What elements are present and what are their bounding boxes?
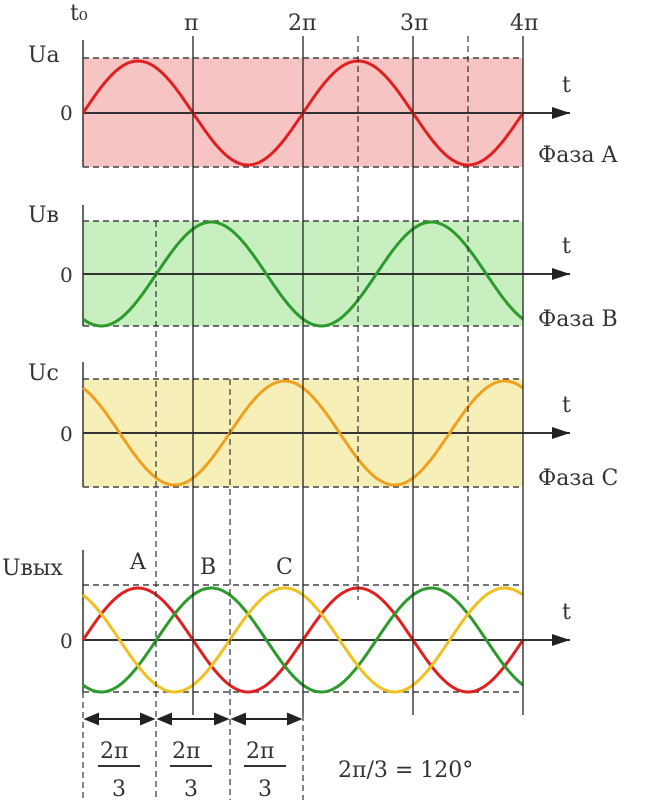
peak-label-a: A xyxy=(129,550,147,575)
angle-equation: 2π/3 = 120° xyxy=(338,758,473,783)
combined-zero-label: 0 xyxy=(60,629,73,653)
dashed-gridlines xyxy=(82,36,469,800)
vertical-gridlines xyxy=(192,36,524,715)
phase-a-name: Фаза A xyxy=(538,143,618,168)
fraction-2: 2π 3 xyxy=(170,739,212,802)
phase-c-y-label: Uc xyxy=(28,361,59,386)
phase-b-axis-arrow xyxy=(552,268,570,280)
two-pi-label: 2π xyxy=(288,11,316,36)
phase-c-axis-arrow xyxy=(552,427,570,439)
fraction-3: 2π 3 xyxy=(244,739,286,802)
peak-label-c: C xyxy=(276,555,293,580)
panel-combined-output: Uвых 0 t A B C xyxy=(2,550,571,694)
panel-phase-b: Uв 0 t Фаза B xyxy=(28,203,618,332)
panel-phase-c: Uc 0 t Фаза C xyxy=(28,361,618,491)
phase-c-t-label: t xyxy=(562,393,571,418)
phase-a-y-label: Ua xyxy=(28,43,60,68)
phase-a-t-label: t xyxy=(562,73,571,98)
t0-label: t₀ xyxy=(70,1,88,26)
fraction-1-num: 2π xyxy=(100,739,128,764)
phase-a-axis-arrow xyxy=(552,107,570,119)
four-pi-label: 4π xyxy=(510,11,538,36)
combined-t-label: t xyxy=(562,600,571,625)
phase-b-t-label: t xyxy=(562,234,571,259)
interval-arrows xyxy=(83,712,303,726)
phase-b-y-label: Uв xyxy=(28,203,59,228)
fraction-1-den: 3 xyxy=(112,777,126,802)
pi-label: π xyxy=(184,11,198,36)
phase-b-zero-label: 0 xyxy=(60,263,73,287)
panel-phase-a: Ua 0 t Фаза A xyxy=(28,40,618,168)
fraction-2-num: 2π xyxy=(172,739,200,764)
fraction-1: 2π 3 xyxy=(98,739,140,802)
three-pi-label: 3π xyxy=(400,11,428,36)
fraction-2-den: 3 xyxy=(184,777,198,802)
combined-y-label: Uвых xyxy=(2,556,63,581)
phase-a-zero-label: 0 xyxy=(60,101,73,125)
phase-c-name: Фаза C xyxy=(538,466,618,491)
fraction-3-num: 2π xyxy=(246,739,274,764)
phase-c-zero-label: 0 xyxy=(60,422,73,446)
fraction-3-den: 3 xyxy=(258,777,272,802)
phase-b-name: Фаза B xyxy=(538,307,618,332)
combined-axis-arrow xyxy=(552,634,570,646)
peak-label-b: B xyxy=(200,555,216,580)
